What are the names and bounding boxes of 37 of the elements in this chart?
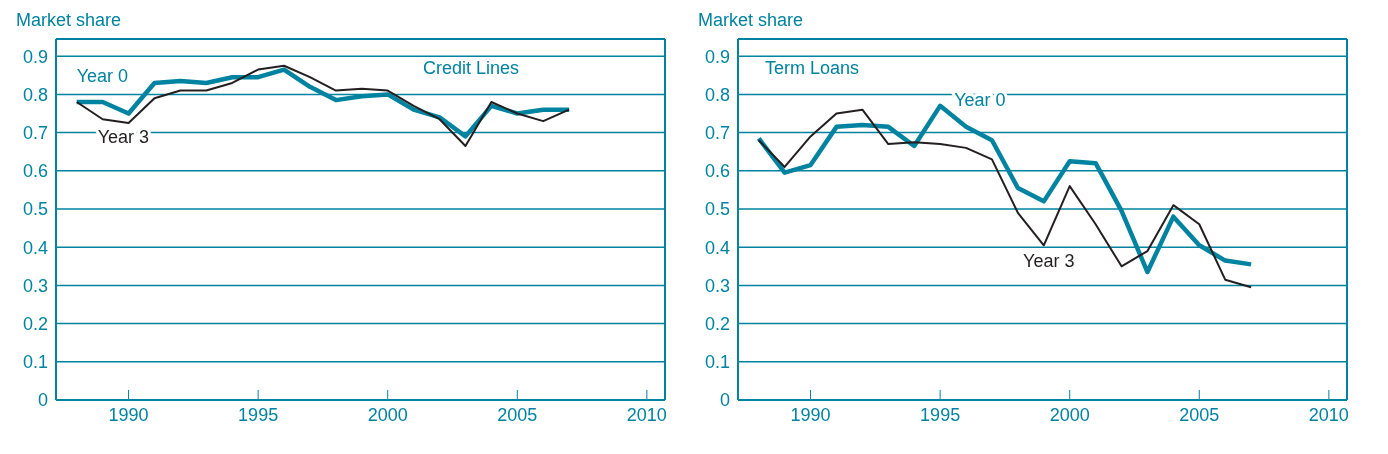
y-tick-label: 0.7 (22, 122, 48, 143)
x-tick-label: 2010 (626, 404, 667, 425)
y-tick-label: 0.1 (22, 352, 48, 373)
x-tick-label: 2000 (1049, 404, 1090, 425)
x-tick-label: 2005 (497, 404, 538, 425)
y-tick-label: 0.2 (22, 313, 48, 334)
y-tick-label: 0.9 (22, 46, 48, 67)
y-tick-label: 0.7 (704, 122, 730, 143)
y-tick-label: 0.2 (704, 313, 730, 334)
y-tick-label: 0.1 (704, 352, 730, 373)
y-tick-label: 0.5 (704, 199, 730, 220)
y-tick-label: 0.5 (22, 199, 48, 220)
text: Credit Lines (423, 58, 520, 79)
y-axis-title: Market share (16, 10, 122, 31)
y-tick-label: 0.9 (704, 46, 730, 67)
series-label: Year 3 (1023, 251, 1075, 272)
y-tick-label: 0.4 (22, 237, 48, 258)
y-tick-label: 0.8 (22, 84, 48, 105)
series-label: Year 0 (76, 66, 129, 87)
y-tick-label: 0 (719, 390, 730, 411)
y-tick-label: 0.4 (704, 237, 730, 258)
y-tick-label: 0.3 (704, 275, 730, 296)
x-tick-label: 2005 (1179, 404, 1220, 425)
x-tick-label: 1995 (238, 404, 279, 425)
x-tick-label: 1995 (920, 404, 961, 425)
y-tick-label: 0 (37, 390, 48, 411)
text: Term Loans (765, 58, 860, 79)
y-tick-label: 0.8 (704, 84, 730, 105)
x-tick-label: 1990 (108, 404, 149, 425)
series-label: Year 3 (97, 127, 150, 148)
x-tick-label: 2000 (367, 404, 408, 425)
y-tick-label: 0.6 (704, 161, 730, 182)
y-tick-label: 0.6 (22, 161, 48, 182)
y-tick-label: 0.3 (22, 275, 48, 296)
x-tick-label: 2010 (1308, 404, 1349, 425)
x-tick-label: 1990 (790, 404, 831, 425)
y-axis-title: Market share (698, 10, 804, 31)
